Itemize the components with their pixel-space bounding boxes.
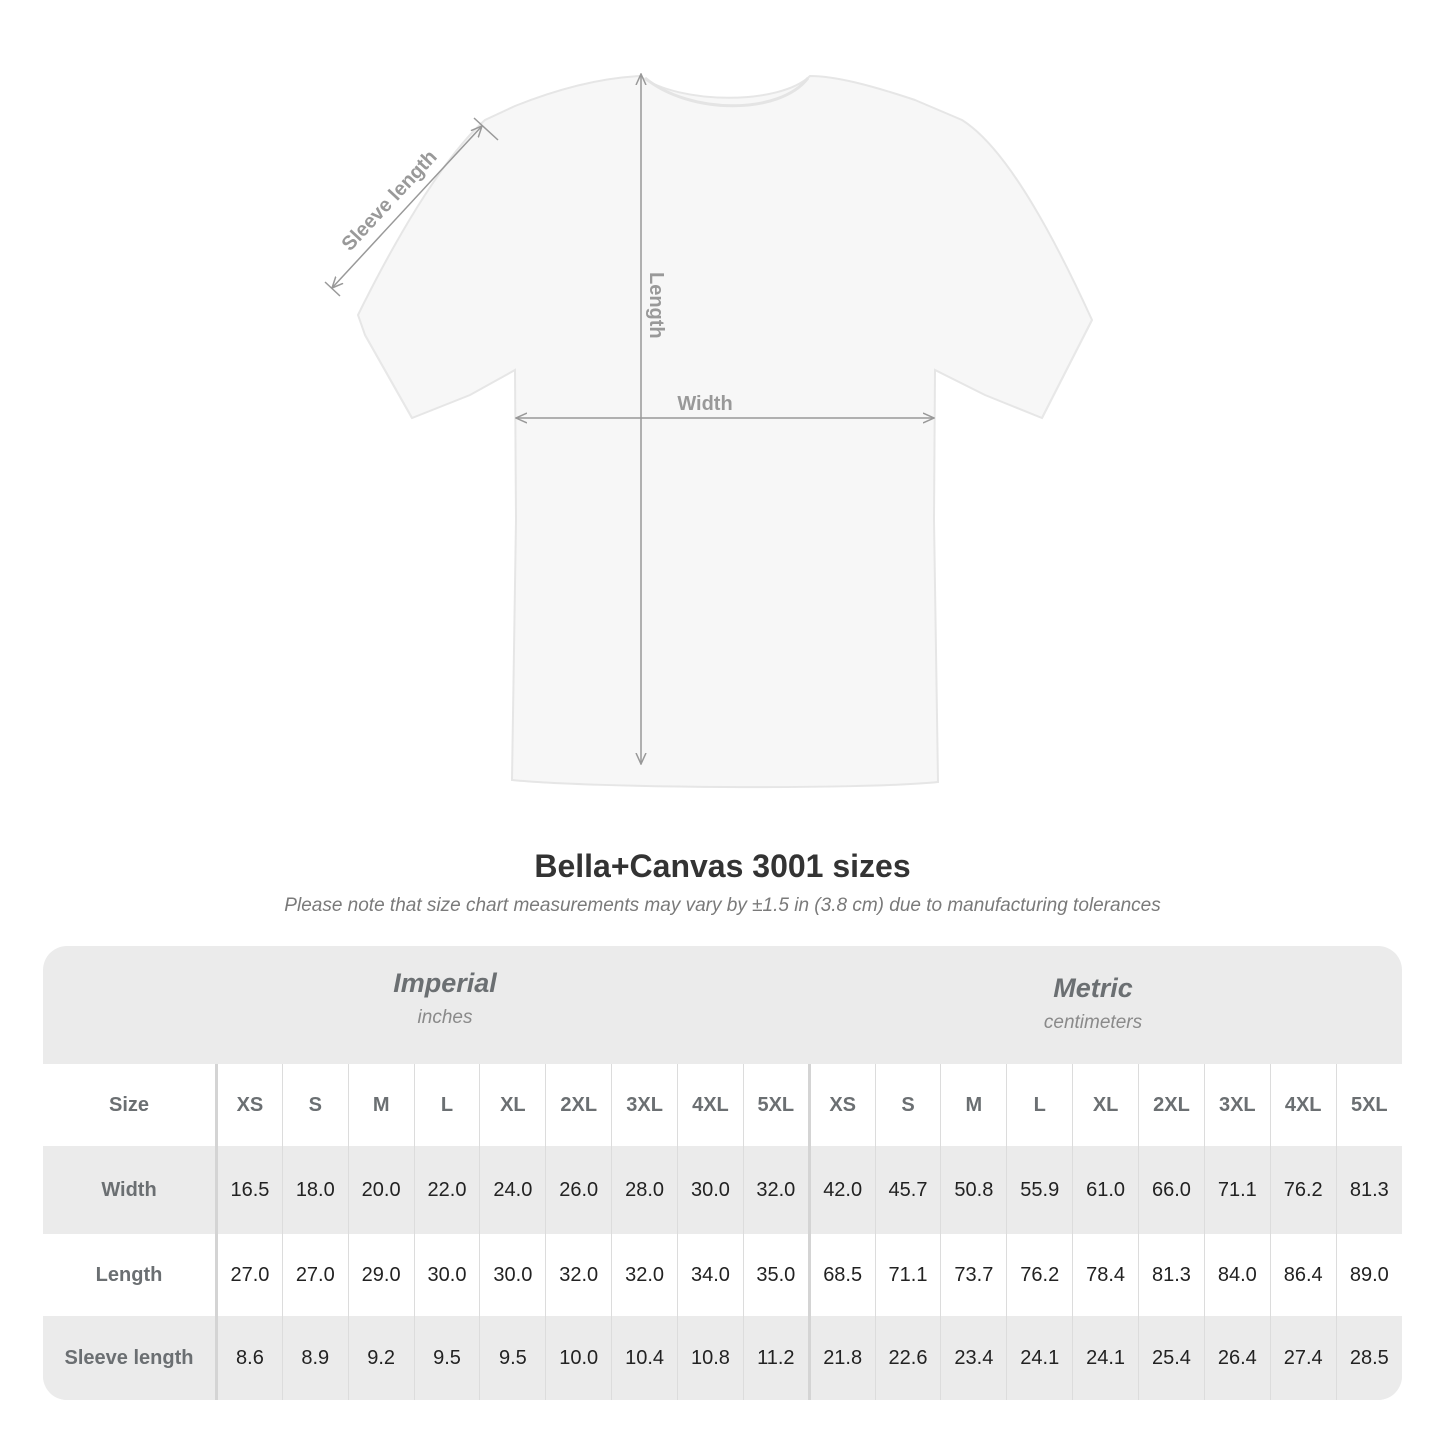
imperial-cell: 26.0 <box>545 1146 612 1234</box>
metric-cell: 86.4 <box>1269 1234 1337 1316</box>
metric-cell: 50.8 <box>940 1146 1007 1234</box>
width-label: Width <box>677 393 732 415</box>
row-label: Sleeve length <box>43 1316 218 1400</box>
metric-cell: 81.3 <box>1335 1146 1402 1234</box>
imperial-cell: 29.0 <box>347 1234 415 1316</box>
metric-cell: 42.0 <box>807 1146 876 1234</box>
imperial-size-header: 4XL <box>677 1064 744 1146</box>
size-table: Size XS S M L XL 2XL 3XL 4XL 5XL XS S M L XL 2XL 3XL 4XL 5… <box>43 1064 1402 1400</box>
metric-unit: centimeters <box>1043 1012 1143 1033</box>
imperial-cell: 10.0 <box>545 1316 612 1400</box>
imperial-size-header: M <box>347 1064 415 1146</box>
imperial-header: Imperial inches <box>215 968 675 1029</box>
tshirt-shape <box>356 74 1094 789</box>
size-chart-table: Imperial inches Metric centimeters Size X… <box>43 946 1402 1400</box>
imperial-cell: 10.4 <box>611 1316 678 1400</box>
metric-cell: 24.1 <box>1072 1316 1139 1400</box>
metric-size-header: M <box>940 1064 1007 1146</box>
imperial-size-header: 2XL <box>545 1064 612 1146</box>
metric-cell: 71.1 <box>874 1234 941 1316</box>
imperial-cell: 9.2 <box>347 1316 415 1400</box>
metric-cell: 55.9 <box>1006 1146 1073 1234</box>
imperial-cell: 18.0 <box>281 1146 349 1234</box>
metric-cell: 73.7 <box>940 1234 1007 1316</box>
imperial-size-header: XS <box>216 1064 283 1146</box>
tolerance-note: Please note that size chart measurements… <box>284 895 1161 916</box>
imperial-cell: 27.0 <box>216 1234 283 1316</box>
tshirt-diagram: Length Width Sleeve length <box>324 0 1094 789</box>
metric-cell: 71.1 <box>1203 1146 1271 1234</box>
row-label: Length <box>43 1234 218 1316</box>
imperial-unit: inches <box>417 1007 473 1028</box>
imperial-cell: 32.0 <box>742 1146 810 1234</box>
metric-size-header: L <box>1006 1064 1073 1146</box>
imperial-size-header: L <box>413 1064 480 1146</box>
metric-cell: 26.4 <box>1203 1316 1271 1400</box>
metric-cell: 76.2 <box>1269 1146 1337 1234</box>
imperial-cell: 9.5 <box>479 1316 546 1400</box>
metric-cell: 25.4 <box>1138 1316 1205 1400</box>
imperial-size-header: XL <box>479 1064 546 1146</box>
metric-cell: 68.5 <box>807 1234 876 1316</box>
imperial-cell: 11.2 <box>742 1316 810 1400</box>
metric-size-header: S <box>874 1064 941 1146</box>
length-label: Length <box>645 272 667 339</box>
imperial-cell: 8.6 <box>216 1316 283 1400</box>
imperial-cell: 8.9 <box>281 1316 349 1400</box>
metric-size-header: XL <box>1072 1064 1139 1146</box>
imperial-title: Imperial <box>393 968 497 998</box>
page-title: Bella+Canvas 3001 sizes <box>534 848 911 884</box>
imperial-size-header: 5XL <box>742 1064 810 1146</box>
metric-size-header: XS <box>807 1064 876 1146</box>
imperial-cell: 27.0 <box>281 1234 349 1316</box>
imperial-cell: 30.0 <box>677 1146 744 1234</box>
metric-size-header: 3XL <box>1203 1064 1271 1146</box>
metric-title: Metric <box>1053 973 1133 1003</box>
imperial-cell: 24.0 <box>479 1146 546 1234</box>
imperial-cell: 32.0 <box>545 1234 612 1316</box>
metric-cell: 66.0 <box>1138 1146 1205 1234</box>
metric-cell: 61.0 <box>1072 1146 1139 1234</box>
metric-header: Metric centimeters <box>808 973 1378 1034</box>
metric-cell: 22.6 <box>874 1316 941 1400</box>
metric-cell: 28.5 <box>1335 1316 1402 1400</box>
metric-cell: 27.4 <box>1269 1316 1337 1400</box>
imperial-cell: 20.0 <box>347 1146 415 1234</box>
metric-cell: 21.8 <box>807 1316 876 1400</box>
imperial-cell: 30.0 <box>413 1234 480 1316</box>
row-label: Width <box>43 1146 218 1234</box>
imperial-cell: 30.0 <box>479 1234 546 1316</box>
imperial-cell: 10.8 <box>677 1316 744 1400</box>
metric-cell: 78.4 <box>1072 1234 1139 1316</box>
size-label: Size <box>43 1064 218 1146</box>
imperial-cell: 9.5 <box>413 1316 480 1400</box>
metric-size-header: 4XL <box>1269 1064 1337 1146</box>
imperial-cell: 34.0 <box>677 1234 744 1316</box>
metric-cell: 23.4 <box>940 1316 1007 1400</box>
table-row: Length 27.0 27.0 29.0 30.0 30.0 32.0 32.0 34.0 35… <box>43 1234 1402 1316</box>
metric-size-header: 2XL <box>1138 1064 1205 1146</box>
metric-size-header: 5XL <box>1335 1064 1402 1146</box>
sleeve-arrow <box>332 126 482 288</box>
metric-cell: 84.0 <box>1203 1234 1271 1316</box>
metric-cell: 45.7 <box>874 1146 941 1234</box>
imperial-cell: 16.5 <box>216 1146 283 1234</box>
imperial-size-header: S <box>281 1064 349 1146</box>
metric-cell: 76.2 <box>1006 1234 1073 1316</box>
metric-cell: 24.1 <box>1006 1316 1073 1400</box>
size-header-row: Size XS S M L XL 2XL 3XL 4XL 5XL XS S M L XL 2XL 3XL 4XL 5… <box>43 1064 1402 1146</box>
table-row: Sleeve length 8.6 8.9 9.2 9.5 9.5 10.0 10.4 10.8… <box>43 1316 1402 1400</box>
table-row: Width 16.5 18.0 20.0 22.0 24.0 26.0 28.0 30.0 32.… <box>43 1146 1402 1234</box>
imperial-cell: 22.0 <box>413 1146 480 1234</box>
metric-cell: 81.3 <box>1138 1234 1205 1316</box>
imperial-cell: 28.0 <box>611 1146 678 1234</box>
imperial-cell: 35.0 <box>742 1234 810 1316</box>
imperial-cell: 32.0 <box>611 1234 678 1316</box>
metric-cell: 89.0 <box>1335 1234 1402 1316</box>
imperial-size-header: 3XL <box>611 1064 678 1146</box>
